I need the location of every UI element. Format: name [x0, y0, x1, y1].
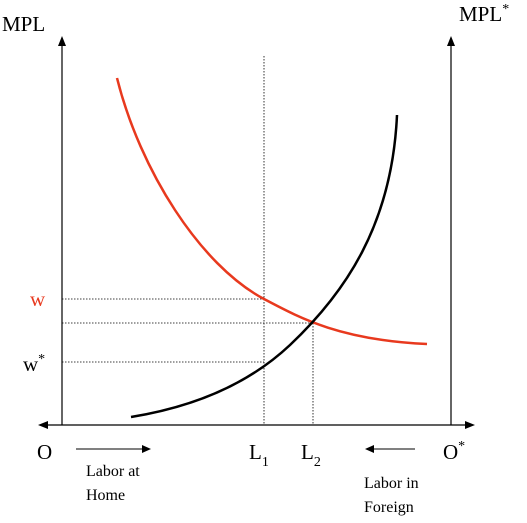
l2-subscript: 2 [314, 455, 321, 470]
labor-foreign-caption-line2: Foreign [364, 499, 414, 516]
labor-foreign-arrowhead [365, 445, 374, 453]
wage-foreign-superscript: * [38, 352, 45, 367]
origin-foreign-label: O* [443, 439, 465, 464]
left-axis-arrowhead [58, 36, 66, 46]
wage-home-label: w [30, 287, 46, 311]
labor-home-caption-line1: Labor at [86, 463, 140, 480]
labor-home-arrowhead [142, 445, 151, 453]
mpl-foreign-axis-label: MPL* [459, 2, 509, 26]
l1-label: L1 [249, 440, 269, 470]
foreign-mpl-curve [130, 114, 399, 419]
labor-home-caption-line2: Home [86, 487, 125, 504]
origin-foreign-superscript: * [458, 439, 465, 454]
mpl-axis-label: MPL [2, 12, 45, 36]
origin-home-label: O [37, 440, 52, 464]
horizontal-axis-right-arrowhead [465, 421, 475, 429]
wage-foreign-label: w* [23, 352, 45, 376]
l1-subscript: 1 [262, 455, 269, 470]
l2-label: L2 [301, 440, 321, 470]
mpl-foreign-superscript: * [502, 2, 509, 17]
labor-foreign-caption-line1: Labor in [364, 475, 419, 492]
home-mpl-curve [115, 77, 428, 346]
right-axis-arrowhead [447, 36, 455, 46]
horizontal-axis-left-arrowhead [38, 421, 48, 429]
